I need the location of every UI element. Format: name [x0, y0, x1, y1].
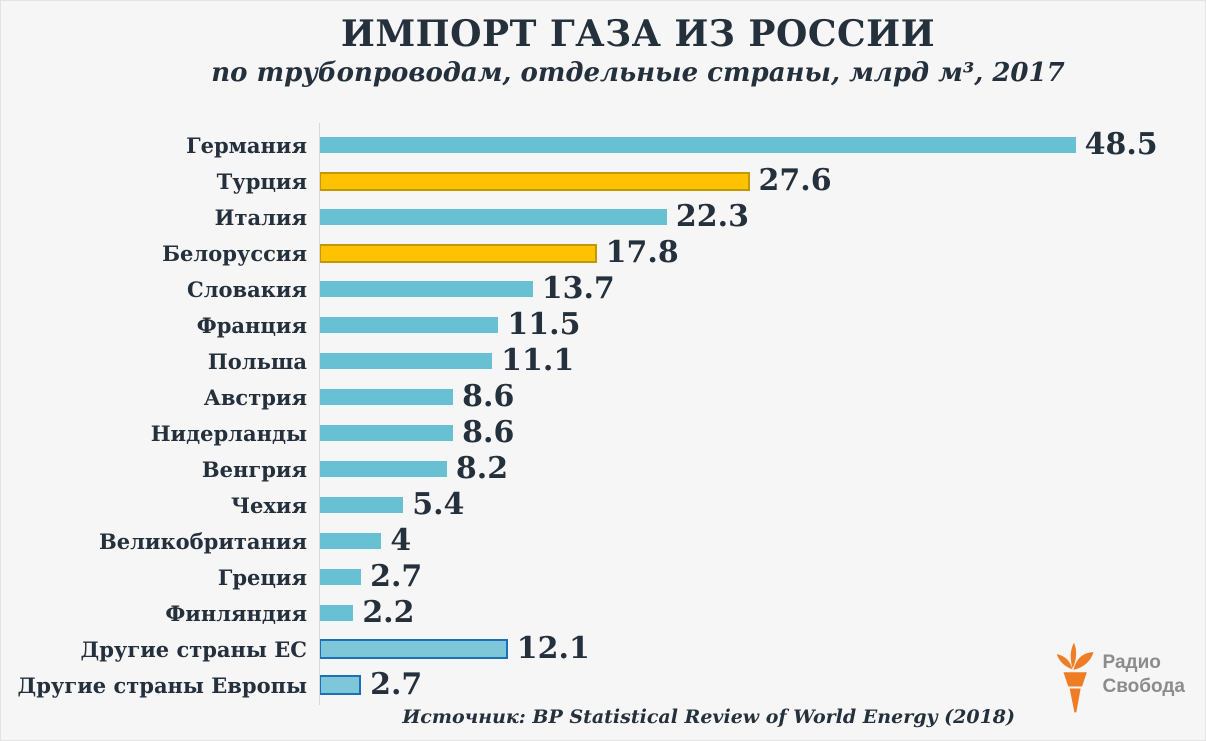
- y-axis-line: [319, 123, 320, 705]
- radio-svoboda-logo: Радио Свобода: [1052, 639, 1185, 715]
- bar-track: 17.8: [319, 235, 1205, 271]
- category-label: Германия: [186, 132, 307, 158]
- bar-track: 2.7: [319, 667, 1205, 703]
- category-label: Австрия: [203, 384, 307, 410]
- bar-row: Белоруссия 17.8: [1, 235, 1205, 271]
- bar-track: 27.6: [319, 163, 1205, 199]
- bar-row: Турция 27.6: [1, 163, 1205, 199]
- bar-row: Чехия 5.4: [1, 487, 1205, 523]
- bar-default: [319, 317, 499, 333]
- logo-text-line2: Свобода: [1102, 675, 1185, 697]
- bar-row: Франция 11.5: [1, 307, 1205, 343]
- bar-outlined: [319, 639, 508, 659]
- value-label: 11.1: [501, 343, 575, 378]
- bar-default: [319, 425, 454, 441]
- logo-text-line1: Радио: [1102, 652, 1161, 673]
- bar-default: [319, 605, 354, 621]
- bar-chart: Германия 48.5 Турция 27.6 Италия 22.3 Белорусс…: [1, 123, 1205, 705]
- category-label: Другие страны ЕС: [80, 636, 307, 662]
- bar-default: [319, 209, 667, 225]
- value-label: 4: [390, 523, 412, 558]
- bar-default: [319, 389, 454, 405]
- value-label: 8.2: [455, 451, 509, 486]
- category-label: Великобритания: [98, 528, 307, 554]
- source-note: Источник: BP Statistical Review of World…: [402, 706, 1015, 728]
- bar-row: Финляндия 2.2: [1, 595, 1205, 631]
- bar-row: Греция 2.7: [1, 559, 1205, 595]
- bar-row: Венгрия 8.2: [1, 451, 1205, 487]
- bar-highlight: [319, 171, 750, 191]
- value-label: 5.4: [412, 487, 465, 522]
- bar-track: 13.7: [319, 271, 1205, 307]
- bar-track: 11.1: [319, 343, 1205, 379]
- bar-track: 2.7: [319, 559, 1205, 595]
- value-label: 27.6: [758, 163, 832, 198]
- bar-highlight: [319, 243, 597, 263]
- category-label: Франция: [196, 312, 307, 338]
- category-label: Белоруссия: [162, 240, 307, 266]
- chart-header: ИМПОРТ ГАЗА ИЗ РОССИИ по трубопроводам, …: [1, 13, 1205, 88]
- category-label: Финляндия: [165, 600, 307, 626]
- torch-icon: [1052, 639, 1094, 715]
- category-label: Греция: [217, 564, 307, 590]
- bar-track: 11.5: [319, 307, 1205, 343]
- bar-row: Другие страны Европы 2.7: [1, 667, 1205, 703]
- category-label: Польша: [207, 348, 307, 374]
- bar-default: [319, 281, 533, 297]
- bar-row: Австрия 8.6: [1, 379, 1205, 415]
- value-label: 17.8: [605, 235, 679, 270]
- value-label: 13.7: [541, 271, 615, 306]
- chart-title: ИМПОРТ ГАЗА ИЗ РОССИИ: [340, 13, 936, 55]
- bar-track: 2.2: [319, 595, 1205, 631]
- category-label: Венгрия: [201, 456, 307, 482]
- value-label: 2.7: [370, 559, 423, 594]
- bar-default: [319, 569, 362, 585]
- value-label: 8.6: [462, 415, 515, 450]
- category-label: Нидерланды: [150, 420, 307, 446]
- bar-default: [319, 461, 447, 477]
- bar-row: Германия 48.5: [1, 127, 1205, 163]
- bar-row: Словакия 13.7: [1, 271, 1205, 307]
- bar-track: 48.5: [319, 127, 1205, 163]
- bar-track: 12.1: [319, 631, 1205, 667]
- value-label: 48.5: [1084, 127, 1158, 162]
- category-label: Словакия: [187, 276, 307, 302]
- bar-default: [319, 353, 493, 369]
- bar-outlined: [319, 675, 362, 695]
- bar-track: 8.6: [319, 415, 1205, 451]
- value-label: 22.3: [675, 199, 749, 234]
- bar-track: 22.3: [319, 199, 1205, 235]
- category-label: Чехия: [230, 492, 307, 518]
- category-label: Турция: [216, 168, 307, 194]
- bar-track: 5.4: [319, 487, 1205, 523]
- bar-row: Другие страны ЕС 12.1: [1, 631, 1205, 667]
- bar-track: 8.2: [319, 451, 1205, 487]
- category-label: Италия: [214, 204, 307, 230]
- bar-default: [319, 497, 404, 513]
- chart-rows: Германия 48.5 Турция 27.6 Италия 22.3 Белорусс…: [1, 127, 1205, 703]
- chart-subtitle: по трубопроводам, отдельные страны, млрд…: [211, 57, 1065, 88]
- bar-row: Нидерланды 8.6: [1, 415, 1205, 451]
- value-label: 11.5: [507, 307, 581, 342]
- bar-row: Польша 11.1: [1, 343, 1205, 379]
- category-label: Другие страны Европы: [17, 672, 307, 698]
- bar-track: 4: [319, 523, 1205, 559]
- value-label: 2.2: [362, 595, 415, 630]
- logo-text: Радио Свобода: [1103, 651, 1185, 699]
- value-label: 12.1: [516, 631, 590, 666]
- value-label: 2.7: [370, 667, 423, 702]
- bar-track: 8.6: [319, 379, 1205, 415]
- bar-default: [319, 137, 1076, 153]
- bar-row: Великобритания 4: [1, 523, 1205, 559]
- bar-default: [319, 533, 382, 549]
- bar-row: Италия 22.3: [1, 199, 1205, 235]
- value-label: 8.6: [462, 379, 515, 414]
